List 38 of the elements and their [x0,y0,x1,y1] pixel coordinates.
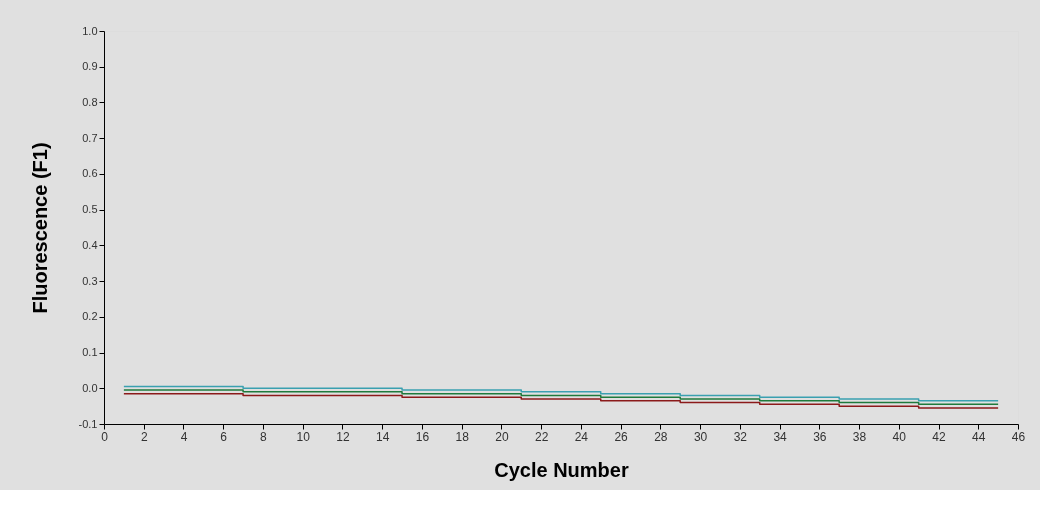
x-tick-label: 28 [654,429,668,444]
x-tick-label: 30 [693,429,708,444]
y-tick-label: 0.4 [82,238,98,251]
y-tick-label: -0.1 [78,417,98,430]
x-tick-label: 0 [101,429,109,444]
x-tick-label: 22 [534,429,549,444]
x-tick-label: 2 [140,429,148,444]
x-tick-label: 42 [932,429,947,444]
y-tick-label: 0.3 [82,274,98,287]
y-tick-label: 0.0 [82,381,98,394]
x-tick-label: 46 [1011,429,1026,444]
y-tick-label: 0.1 [82,346,98,359]
x-tick-label: 14 [375,429,390,444]
x-tick-label: 44 [972,429,986,444]
y-axis-title: Fluorescence (F1) [28,142,51,314]
x-tick-label: 24 [574,429,589,444]
x-tick-label: 34 [773,429,788,444]
x-tick-label: 4 [180,429,188,444]
x-tick-label: 38 [852,429,867,444]
y-tick-label: 0.5 [82,203,98,216]
x-tick-label: 40 [892,429,907,444]
x-tick-label: 12 [336,429,350,444]
x-tick-label: 20 [495,429,509,444]
x-tick-label: 16 [415,429,430,444]
x-tick-label: 10 [296,429,311,444]
x-axis-title: Cycle Number [494,458,629,481]
y-tick-label: 0.6 [82,167,98,180]
x-tick-label: 6 [220,429,228,444]
y-tick-label: 0.8 [82,95,98,108]
y-tick-label: 1.0 [82,24,98,37]
y-tick-label: 0.2 [82,310,98,323]
x-tick-label: 18 [455,429,470,444]
y-tick-label: 0.9 [82,60,98,73]
x-tick-label: 32 [733,429,748,444]
x-tick-label: 8 [260,429,268,444]
x-tick-label: 36 [813,429,827,444]
y-tick-label: 0.7 [82,131,98,144]
x-tick-label: 26 [614,429,629,444]
